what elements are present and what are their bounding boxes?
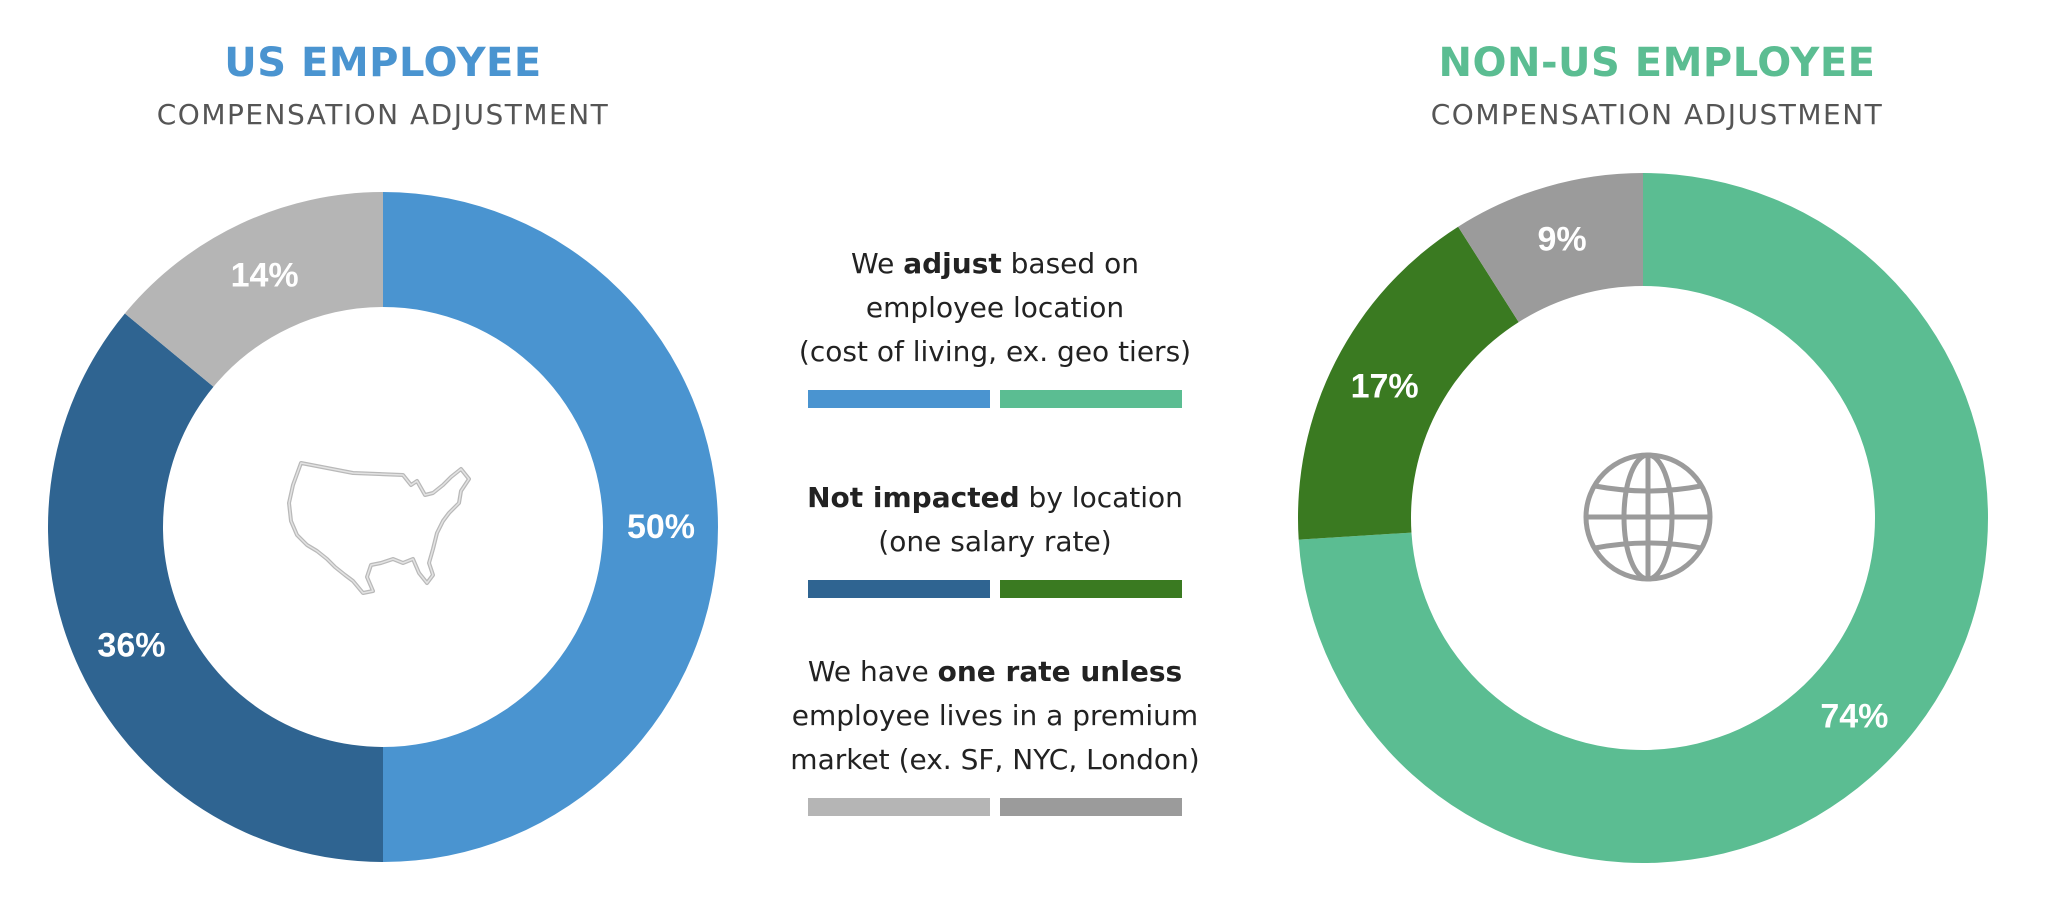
us-slice-label-1: 50% bbox=[627, 508, 695, 546]
us-donut-chart: 50% 36% 14% bbox=[47, 192, 718, 862]
legend-not-impacted-non-us-swatch bbox=[1000, 580, 1182, 598]
legend-adjust-pre: We bbox=[851, 247, 904, 280]
legend-adjust: We adjust based on employee location (co… bbox=[770, 242, 1220, 408]
non-us-slice-1 bbox=[1298, 173, 1988, 863]
us-slice-2 bbox=[47, 313, 384, 862]
legend-not-impacted-line2: (one salary rate) bbox=[878, 525, 1112, 558]
non-us-slice-label-2: 17% bbox=[1351, 367, 1419, 405]
legend-adjust-line3: (cost of living, ex. geo tiers) bbox=[798, 335, 1192, 368]
legend-premium-line2: employee lives in a premium bbox=[791, 699, 1199, 732]
legend-adjust-text: We adjust based on employee location (co… bbox=[770, 242, 1220, 374]
non-us-chart-title: NON-US EMPLOYEE bbox=[1438, 40, 1876, 86]
globe-icon bbox=[1583, 452, 1713, 582]
legend-adjust-line2: employee location bbox=[865, 291, 1125, 324]
legend-premium: We have one rate unless employee lives i… bbox=[770, 650, 1220, 816]
legend-not-impacted: Not impacted by location (one salary rat… bbox=[770, 476, 1220, 598]
legend-adjust-us-swatch bbox=[808, 390, 990, 408]
non-us-donut-chart: 74% 17% 9% bbox=[1298, 173, 1988, 863]
legend-not-impacted-post: by location bbox=[1019, 481, 1183, 514]
legend-adjust-bold: adjust bbox=[903, 247, 1002, 280]
legend-premium-text: We have one rate unless employee lives i… bbox=[770, 650, 1220, 782]
us-slice-1 bbox=[383, 192, 718, 862]
legend-premium-non-us-swatch bbox=[1000, 798, 1182, 816]
legend-premium-us-swatch bbox=[808, 798, 990, 816]
legend-adjust-non-us-swatch bbox=[1000, 390, 1182, 408]
legend-adjust-post: based on bbox=[1001, 247, 1139, 280]
legend-not-impacted-text: Not impacted by location (one salary rat… bbox=[770, 476, 1220, 564]
non-us-slice-2 bbox=[1298, 226, 1519, 540]
non-us-chart-subtitle: COMPENSATION ADJUSTMENT bbox=[1430, 98, 1884, 131]
us-slice-label-3: 14% bbox=[231, 256, 299, 294]
legend-premium-bold: one rate unless bbox=[937, 655, 1183, 688]
us-slice-3 bbox=[124, 192, 384, 387]
legend-not-impacted-bold: Not impacted bbox=[807, 481, 1020, 514]
legend-not-impacted-us-swatch bbox=[808, 580, 990, 598]
legend-premium-pre: We have bbox=[807, 655, 938, 688]
us-chart-subtitle: COMPENSATION ADJUSTMENT bbox=[156, 98, 610, 131]
non-us-slice-label-3: 9% bbox=[1538, 221, 1587, 259]
non-us-slice-3 bbox=[1458, 173, 1643, 323]
non-us-slice-label-1: 74% bbox=[1820, 698, 1888, 736]
us-chart-title: US EMPLOYEE bbox=[224, 40, 542, 86]
legend-premium-line3: market (ex. SF, NYC, London) bbox=[790, 743, 1200, 776]
us-slice-label-2: 36% bbox=[97, 626, 165, 664]
usa-map-icon bbox=[287, 461, 471, 595]
